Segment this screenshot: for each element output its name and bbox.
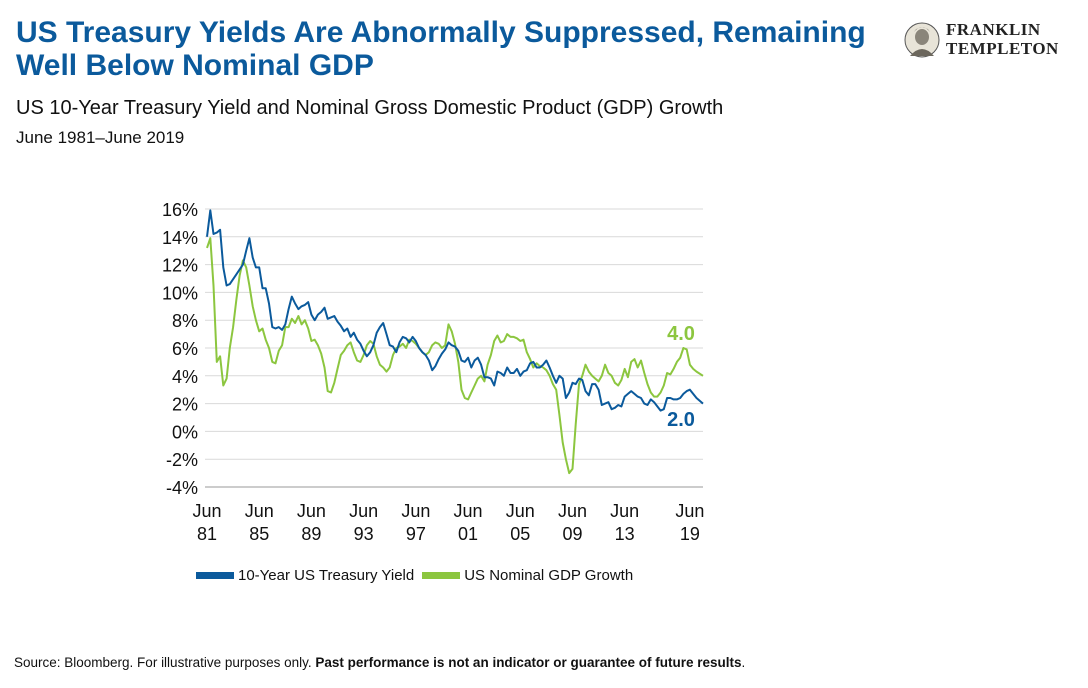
x-tick-label-year: 05 <box>510 524 530 544</box>
legend-swatch-gdp <box>422 572 461 579</box>
x-axis-ticks: Jun 81 Jun 85 Jun 89 Jun 93 Jun 97 Jun 01 Jun 05 Jun 09… <box>192 501 704 544</box>
portrait-icon <box>904 22 940 58</box>
legend-label-gdp: US Nominal GDP Growth <box>464 567 634 584</box>
series-group <box>206 209 704 475</box>
disclaimer-text: Past performance is not an indicator or … <box>315 655 742 670</box>
y-tick-label: 0% <box>172 422 198 442</box>
treasury-end-label: 2.0 <box>667 409 695 431</box>
gdp-growth-line <box>206 237 704 475</box>
franklin-templeton-logo: FRANKLIN TEMPLETON <box>902 18 1074 62</box>
date-range: June 1981–June 2019 <box>16 128 185 147</box>
y-tick-label: 12% <box>162 256 198 276</box>
x-tick-label-month: Jun <box>454 501 483 521</box>
x-tick-label-year: 81 <box>197 524 217 544</box>
x-tick-label-year: 09 <box>562 524 582 544</box>
x-tick-label-month: Jun <box>192 501 221 521</box>
x-tick-label-year: 13 <box>615 524 635 544</box>
x-tick-label-month: Jun <box>610 501 639 521</box>
y-tick-label: 2% <box>172 395 198 415</box>
x-tick-label-year: 93 <box>354 524 374 544</box>
chart-subtitle: US 10-Year Treasury Yield and Nominal Gr… <box>16 97 724 119</box>
x-tick-label-month: Jun <box>297 501 326 521</box>
line-chart: -4%-2%0%2%4%6%8%10%12%14%16% Jun81Jun85J… <box>162 200 704 544</box>
legend-label-treasury: 10-Year US Treasury Yield <box>238 567 415 584</box>
page-title: US Treasury Yields Are Abnormally Suppre… <box>16 16 866 82</box>
y-tick-label: 4% <box>172 367 198 387</box>
y-tick-label: 14% <box>162 228 198 248</box>
y-tick-label: 8% <box>172 311 198 331</box>
legend: 10-Year US Treasury Yield US Nominal GDP… <box>196 567 641 584</box>
grid-lines <box>205 208 703 460</box>
x-tick-label-month: Jun <box>675 501 704 521</box>
logo-line-1: FRANKLIN <box>946 20 1041 39</box>
end-labels: 4.0 2.0 <box>667 323 695 431</box>
x-tick-label-year: 19 <box>680 524 700 544</box>
x-tick-label-month: Jun <box>349 501 378 521</box>
source-note: Source: Bloomberg. For illustrative purp… <box>14 655 745 670</box>
legend-swatch-treasury <box>196 572 234 579</box>
legend-item-treasury: 10-Year US Treasury Yield <box>196 567 414 584</box>
gdp-end-label: 4.0 <box>667 323 695 345</box>
logo-line-2: TEMPLETON <box>946 39 1059 58</box>
y-tick-label: -4% <box>166 478 198 498</box>
x-tick-label-month: Jun <box>401 501 430 521</box>
logo-text: FRANKLIN TEMPLETON <box>946 20 1059 58</box>
y-tick-label: 10% <box>162 283 198 303</box>
x-tick-label-year: 97 <box>406 524 426 544</box>
x-tick-label-year: 89 <box>301 524 321 544</box>
y-tick-label: 6% <box>172 339 198 359</box>
treasury-yield-line <box>206 209 704 412</box>
y-axis-ticks: -4% -2% 0% 2% 4% 6% 8% 10% 12% 14% 16% <box>162 200 198 498</box>
x-tick-label-year: 01 <box>458 524 478 544</box>
source-period: . <box>741 655 746 670</box>
y-tick-label: 16% <box>162 200 198 220</box>
x-tick-label-year: 85 <box>249 524 269 544</box>
source-text: Source: Bloomberg. For illustrative purp… <box>14 655 316 670</box>
legend-item-gdp: US Nominal GDP Growth <box>422 567 633 584</box>
x-tick-label-month: Jun <box>245 501 274 521</box>
x-tick-label-month: Jun <box>506 501 535 521</box>
y-tick-label: -2% <box>166 450 198 470</box>
x-tick-label-month: Jun <box>558 501 587 521</box>
